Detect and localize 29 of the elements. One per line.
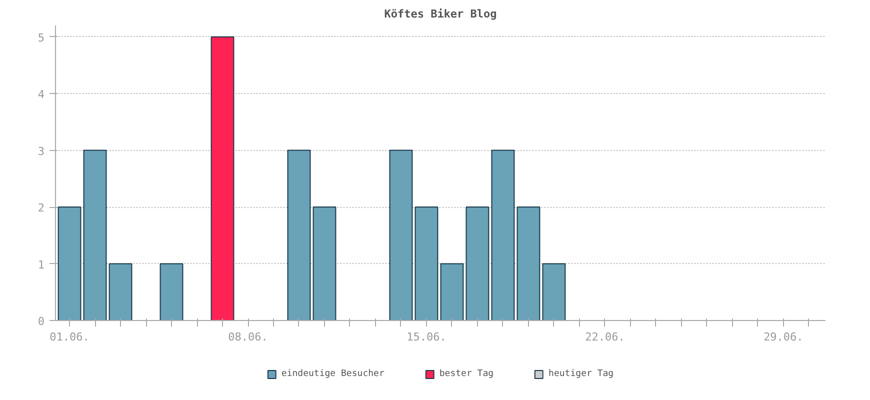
bar bbox=[312, 206, 336, 320]
y-tick-label: 1 bbox=[38, 258, 44, 272]
x-tick-label: 08.06. bbox=[228, 330, 268, 344]
bar bbox=[108, 263, 132, 320]
x-tick-label: 22.06. bbox=[585, 330, 625, 344]
bar bbox=[160, 263, 184, 320]
y-tick-label: 3 bbox=[38, 144, 44, 158]
x-tick-label: 01.06. bbox=[50, 330, 90, 344]
x-tick-label: 29.06. bbox=[764, 330, 804, 344]
y-tick-label: 0 bbox=[38, 315, 44, 328]
bar bbox=[491, 150, 515, 320]
bar bbox=[440, 263, 464, 320]
y-tick-label: 5 bbox=[38, 31, 44, 44]
bar bbox=[542, 263, 566, 320]
bar bbox=[389, 150, 413, 320]
bar bbox=[210, 36, 234, 320]
y-tick-label: 2 bbox=[38, 202, 44, 215]
legend-label: heutiger Tag bbox=[548, 369, 614, 379]
bar bbox=[466, 206, 490, 320]
legend-label: bester Tag bbox=[439, 369, 494, 379]
bar bbox=[516, 206, 540, 320]
x-tick-label: 15.06. bbox=[406, 330, 446, 344]
y-tick-label: 4 bbox=[38, 88, 45, 102]
bar bbox=[414, 206, 438, 320]
bar bbox=[287, 150, 311, 320]
chart-title: Köftes Biker Blog bbox=[384, 8, 497, 20]
bar bbox=[58, 206, 82, 320]
legend-label: eindeutige Besucher bbox=[281, 369, 384, 379]
bar bbox=[83, 150, 107, 320]
